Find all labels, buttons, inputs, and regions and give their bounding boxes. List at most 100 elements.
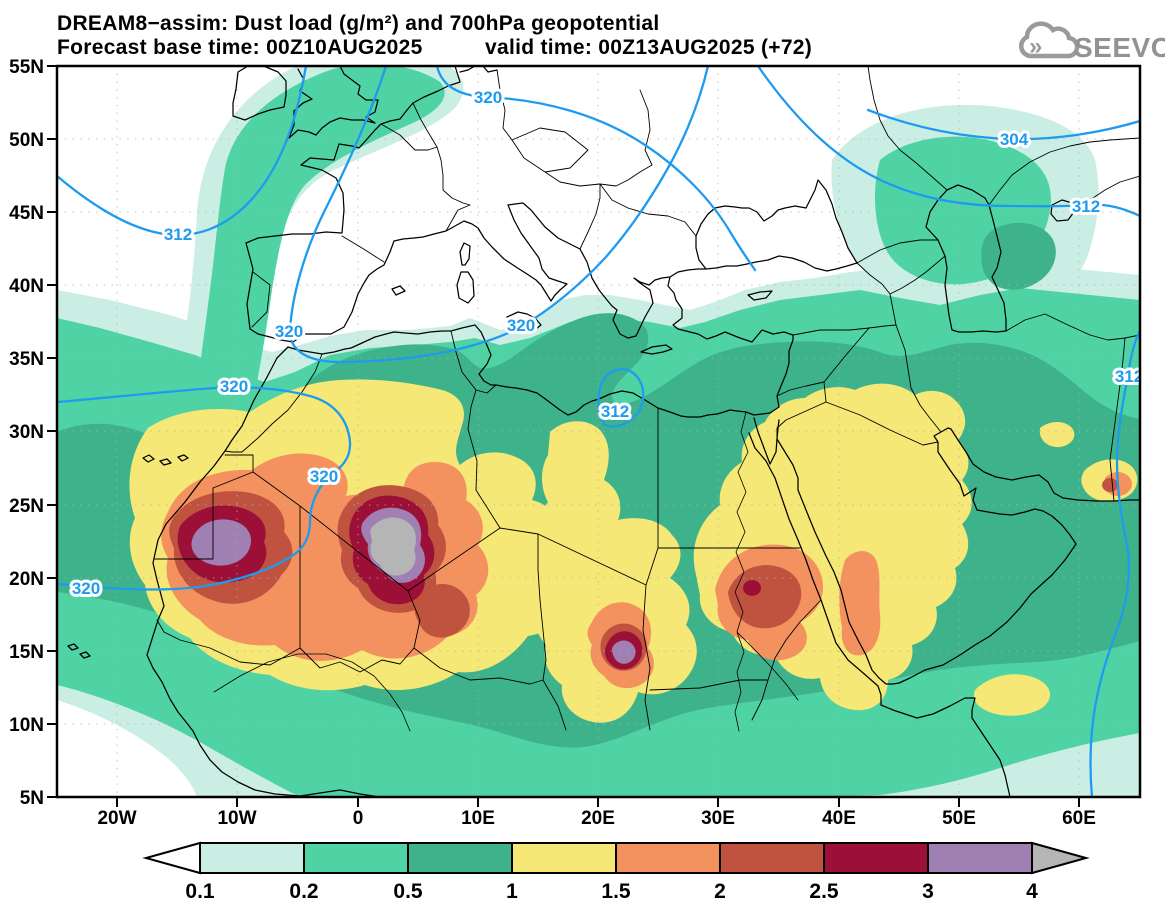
- lon-label-60e: 60E: [1062, 808, 1096, 829]
- contour-label: 320: [220, 377, 248, 396]
- contour-312-east: [756, 66, 1140, 218]
- lon-label-20w: 20W: [97, 808, 136, 829]
- coast-crete: [640, 344, 673, 355]
- lat-label-15n: 15N: [9, 642, 44, 663]
- colorbar-label-0p1: 0.1: [185, 880, 215, 903]
- dust-area-4-central: [370, 517, 416, 576]
- borders-nw-africa: [154, 330, 801, 731]
- niger-river: [213, 653, 411, 732]
- lat-label-55n: 55N: [9, 57, 44, 78]
- lat-label-45n: 45N: [9, 203, 44, 224]
- lon-axis: 20W 10W 0 10E 20E 30E 40E 50E 60E: [97, 808, 1095, 829]
- dust-area-3-chad: [612, 640, 636, 664]
- colorbar-label-3: 3: [922, 880, 934, 903]
- coast-britain: [288, 66, 379, 139]
- contour-label: 312: [1072, 197, 1100, 216]
- contour-320-central-europe: [435, 66, 757, 272]
- lon-label-40e: 40E: [822, 808, 856, 829]
- borders-middle-east: [776, 66, 1140, 502]
- colorbar-cell-1p5: [615, 842, 721, 874]
- forecast-base-time: Forecast base time: 00Z10AUG2025: [57, 36, 423, 59]
- contour-label: 320: [474, 88, 502, 107]
- colorbar-label-4: 4: [1026, 880, 1038, 903]
- dust-area-2-central-se: [414, 584, 470, 638]
- contour-label: 312: [1115, 367, 1143, 386]
- colorbar-cell-2p5: [823, 842, 929, 874]
- lat-label-5n: 5N: [20, 788, 44, 809]
- lat-axis: 55N 50N 45N 40N 35N 30N 25N 20N 15N 10N …: [9, 57, 44, 809]
- lon-label-50e: 50E: [942, 808, 976, 829]
- colorbar-label-2p5: 2.5: [809, 880, 839, 903]
- dust-area-2-sudan: [728, 565, 802, 629]
- coast-corsica: [459, 242, 471, 266]
- coast-sicily: [506, 311, 542, 333]
- coast-med-north: [249, 202, 707, 343]
- lon-label-0: 0: [353, 808, 364, 829]
- contour-label: 312: [164, 225, 192, 244]
- contour-label: 320: [72, 579, 100, 598]
- lon-label-30e: 30E: [701, 808, 735, 829]
- coast-ireland: [232, 66, 287, 121]
- contour-label: 304: [1000, 130, 1029, 149]
- colorbar: 0.1 0.2 0.5 1 1.5 2 2.5 3 4: [142, 841, 1090, 903]
- lat-label-40n: 40N: [9, 276, 44, 297]
- lat-label-10n: 10N: [9, 715, 44, 736]
- country-borders: [154, 66, 1140, 732]
- dust-area-0p2-uk-band: [189, 66, 445, 501]
- lat-label-35n: 35N: [9, 349, 44, 370]
- dust-area-1-hormuz: [1039, 422, 1075, 448]
- contour-304-north: [866, 108, 1140, 141]
- dust-area-2p5-sudan-dot: [743, 580, 762, 596]
- coast-caspian: [925, 184, 1007, 333]
- borders-europe: [251, 69, 697, 328]
- contour-320-iberia-trough: [288, 66, 710, 364]
- contour-value-labels: 312 320 320 320 312 304 312 312 320 320 …: [69, 85, 1143, 601]
- coastlines: [67, 66, 1140, 797]
- lat-label-50n: 50N: [9, 130, 44, 151]
- colorbar-label-1: 1: [506, 880, 518, 903]
- coast-balearics: [391, 285, 406, 296]
- lat-label-20n: 20N: [9, 569, 44, 590]
- colorbar-cell-0p2: [303, 842, 409, 874]
- coast-redsea-africa: [748, 432, 1011, 797]
- colorbar-overflow-arrow: [1031, 841, 1090, 875]
- contour-312-libya-low: [597, 368, 645, 428]
- contour-312-atlantic: [57, 66, 308, 237]
- contour-label: 320: [310, 467, 338, 486]
- page-title: DREAM8−assim: Dust load (g/m²) and 700hP…: [57, 12, 660, 35]
- dust-area-3-west: [191, 519, 252, 566]
- contour-label: 312: [601, 402, 629, 421]
- lat-label-25n: 25N: [9, 496, 44, 517]
- lon-label-10w: 10W: [217, 808, 256, 829]
- dust-load-field: [57, 66, 1140, 797]
- coast-sinai: [753, 417, 780, 465]
- coast-aral: [1050, 199, 1075, 222]
- coast-west-africa: [146, 346, 381, 797]
- colorbar-label-1p5: 1.5: [601, 880, 631, 903]
- map-frame: [47, 64, 1142, 807]
- dust-area-1-chad: [532, 421, 697, 723]
- colorbar-label-0p2: 0.2: [289, 880, 318, 903]
- chevrons-icon: »: [1029, 33, 1042, 60]
- colorbar-cell-3: [927, 842, 1033, 874]
- nile-river: [734, 411, 799, 732]
- dust-area-2-iran-dot: [1102, 478, 1119, 492]
- colorbar-underflow-arrow: [142, 841, 201, 875]
- colorbar-cell-1: [511, 842, 617, 874]
- white-corner-sw: [57, 700, 197, 797]
- contour-label: 320: [507, 316, 535, 335]
- colorbar-cell-2: [719, 842, 825, 874]
- coast-black-sea: [695, 179, 858, 272]
- coast-cyprus: [747, 290, 773, 301]
- lat-ticks: [47, 65, 57, 798]
- dust-area-0p5-caucasus: [981, 222, 1056, 290]
- contour-312-right-edge: [1089, 328, 1140, 797]
- geopotential-contours: [57, 66, 1140, 797]
- contour-320-subtropics: [57, 386, 352, 591]
- dust-area-1p5-redsea-coast: [839, 551, 881, 656]
- colorbar-label-2: 2: [714, 880, 726, 903]
- colorbar-label-0p5: 0.5: [393, 880, 423, 903]
- contour-label: 320: [275, 322, 303, 341]
- coast-sardinia: [456, 271, 475, 304]
